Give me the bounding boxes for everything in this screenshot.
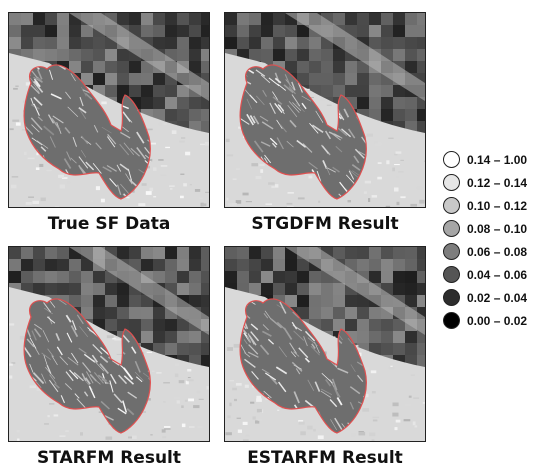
legend-label: 0.08 – 0.10 (467, 221, 528, 236)
caption-starfm: STARFM Result (36, 448, 181, 468)
satellite-image (225, 247, 425, 441)
legend-item: 0.06 – 0.08 (443, 240, 548, 263)
legend-swatch-icon (443, 151, 460, 168)
legend-item: 0.04 – 0.06 (443, 263, 548, 286)
legend-swatch-icon (443, 289, 460, 306)
legend-label: 0.12 – 0.14 (467, 175, 528, 190)
panel-stgdfm (224, 12, 426, 208)
satellite-image (9, 247, 209, 441)
legend-label: 0.04 – 0.06 (467, 267, 528, 282)
panel-estarfm (224, 246, 426, 442)
legend-item: 0.12 – 0.14 (443, 171, 548, 194)
fire-boundary (239, 64, 367, 200)
fire-boundary (239, 298, 367, 434)
caption-stgdfm: STGDFM Result (251, 214, 399, 234)
legend-swatch-icon (443, 266, 460, 283)
legend-swatch-icon (443, 174, 460, 191)
legend-label: 0.02 – 0.04 (467, 290, 528, 305)
caption-true-sf: True SF Data (47, 214, 171, 234)
panel-starfm (8, 246, 210, 442)
legend-label: 0.10 – 0.12 (467, 198, 528, 213)
panel-true-sf (8, 12, 210, 208)
legend: 0.14 – 1.00 0.12 – 0.14 0.10 – 0.12 0.08 – … (443, 148, 548, 332)
legend-item: 0.14 – 1.00 (443, 148, 548, 171)
satellite-image (9, 13, 209, 207)
legend-item: 0.00 – 0.02 (443, 309, 548, 332)
legend-swatch-icon (443, 220, 460, 237)
fire-boundary (23, 64, 151, 200)
legend-item: 0.08 – 0.10 (443, 217, 548, 240)
legend-swatch-icon (443, 312, 460, 329)
legend-label: 0.14 – 1.00 (467, 152, 528, 167)
legend-item: 0.02 – 0.04 (443, 286, 548, 309)
fire-boundary (23, 298, 151, 434)
legend-swatch-icon (443, 197, 460, 214)
legend-item: 0.10 – 0.12 (443, 194, 548, 217)
legend-label: 0.06 – 0.08 (467, 244, 528, 259)
satellite-image (225, 13, 425, 207)
caption-estarfm: ESTARFM Result (247, 448, 403, 468)
legend-swatch-icon (443, 243, 460, 260)
legend-label: 0.00 – 0.02 (467, 313, 528, 328)
